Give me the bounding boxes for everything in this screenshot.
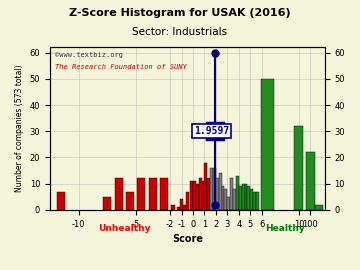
Y-axis label: Number of companies (573 total): Number of companies (573 total)	[15, 65, 24, 193]
Bar	[239, 186, 242, 210]
Bar	[193, 181, 196, 210]
Bar	[186, 192, 189, 210]
Bar	[138, 178, 145, 210]
Text: Sector: Industrials: Sector: Industrials	[132, 27, 228, 37]
Bar	[253, 192, 256, 210]
Text: 1.9597: 1.9597	[194, 126, 229, 136]
Bar	[225, 189, 228, 210]
Bar	[160, 178, 168, 210]
Bar	[57, 192, 66, 210]
Bar	[183, 205, 186, 210]
Bar	[236, 176, 239, 210]
Bar	[294, 126, 303, 210]
Bar	[230, 178, 233, 210]
Bar	[244, 184, 247, 210]
Bar	[180, 200, 183, 210]
Bar	[196, 184, 199, 210]
Text: ©www.textbiz.org: ©www.textbiz.org	[55, 52, 123, 58]
Text: The Research Foundation of SUNY: The Research Foundation of SUNY	[55, 64, 187, 70]
Bar	[233, 189, 236, 210]
Text: Healthy: Healthy	[265, 224, 305, 233]
Bar	[306, 152, 315, 210]
Bar	[126, 192, 134, 210]
Text: Z-Score Histogram for USAK (2016): Z-Score Histogram for USAK (2016)	[69, 8, 291, 18]
Bar	[247, 186, 250, 210]
Bar	[199, 178, 202, 210]
Bar	[315, 205, 323, 210]
Bar	[149, 178, 157, 210]
Bar	[190, 181, 193, 210]
Bar	[171, 205, 175, 210]
Bar	[216, 178, 219, 210]
Bar	[250, 189, 253, 210]
Bar	[207, 178, 210, 210]
Bar	[177, 207, 180, 210]
Bar	[202, 181, 204, 210]
Bar	[228, 197, 230, 210]
Bar	[242, 184, 244, 210]
Bar	[204, 163, 207, 210]
Bar	[213, 168, 216, 210]
Bar	[261, 79, 274, 210]
Bar	[210, 168, 213, 210]
Bar	[256, 192, 259, 210]
Bar	[114, 178, 123, 210]
Bar	[103, 197, 111, 210]
Bar	[222, 186, 225, 210]
Text: Unhealthy: Unhealthy	[98, 224, 150, 233]
Bar	[219, 173, 222, 210]
X-axis label: Score: Score	[172, 234, 203, 244]
